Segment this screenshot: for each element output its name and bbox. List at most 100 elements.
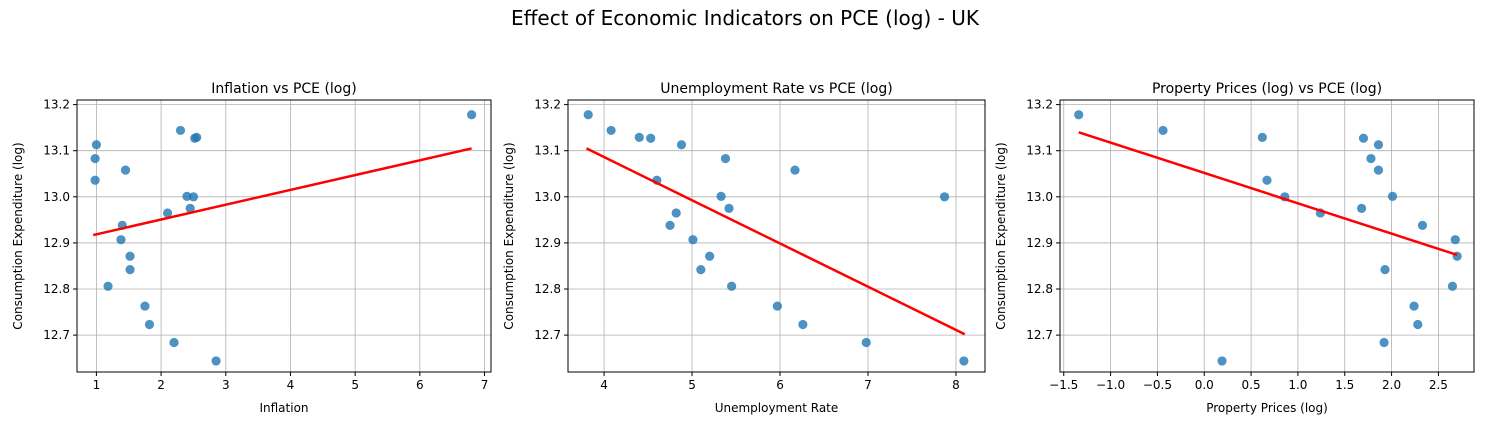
data-point <box>116 235 126 245</box>
y-tick-label: 13.2 <box>1026 98 1053 112</box>
y-tick-label: 12.8 <box>1026 282 1053 296</box>
data-point <box>1366 153 1376 164</box>
chart-title: Property Prices (log) vs PCE (log) <box>1152 81 1382 97</box>
data-point <box>861 337 871 348</box>
x-axis-label: Property Prices (log) <box>1206 401 1328 415</box>
data-point <box>720 153 731 164</box>
x-tick-label: 1.5 <box>1335 378 1354 392</box>
data-point <box>1257 132 1267 142</box>
x-tick-label: 5 <box>351 378 359 392</box>
figure-title: Effect of Economic Indicators on PCE (lo… <box>511 6 979 30</box>
data-point <box>1380 265 1390 275</box>
data-point <box>665 220 675 230</box>
data-point <box>188 192 199 202</box>
y-axis-label: Consumption Expenditure (log) <box>502 142 516 329</box>
data-point <box>90 175 100 185</box>
chart-title: Unemployment Rate vs PCE (log) <box>660 81 892 97</box>
x-tick-label: 6 <box>416 378 424 392</box>
x-tick-label: 4 <box>600 378 608 392</box>
data-point <box>705 251 715 261</box>
data-point <box>90 153 100 164</box>
data-point <box>716 191 726 201</box>
data-point <box>1373 165 1384 175</box>
data-point <box>606 125 616 136</box>
y-tick-label: 13.0 <box>43 190 70 204</box>
data-point <box>1373 140 1384 150</box>
x-tick-label: −0.5 <box>1143 378 1172 392</box>
y-tick-label: 13.1 <box>43 144 70 158</box>
x-tick-label: 8 <box>952 378 960 392</box>
chart-title: Inflation vs PCE (log) <box>211 81 356 97</box>
data-point <box>959 356 969 366</box>
y-tick-label: 13.0 <box>1026 190 1053 204</box>
x-tick-label: 6 <box>776 378 784 392</box>
y-axis-label: Consumption Expenditure (log) <box>11 142 25 329</box>
x-tick-label: 0.0 <box>1195 378 1214 392</box>
data-point <box>1358 133 1369 143</box>
data-point <box>192 132 202 142</box>
y-tick-label: 12.7 <box>534 328 561 342</box>
data-point <box>1379 337 1389 348</box>
data-point <box>169 337 179 348</box>
data-point <box>1413 319 1423 330</box>
x-tick-label: 4 <box>287 378 295 392</box>
data-point <box>91 140 102 150</box>
data-point <box>671 208 681 218</box>
data-point <box>140 301 150 311</box>
data-point <box>185 203 195 213</box>
data-point <box>1357 203 1367 213</box>
y-tick-label: 12.9 <box>534 236 561 250</box>
x-tick-label: 0.5 <box>1242 378 1261 392</box>
data-point <box>1417 220 1428 230</box>
x-tick-label: −1.0 <box>1096 378 1125 392</box>
data-point <box>144 319 155 330</box>
data-point <box>1217 356 1227 366</box>
data-point <box>583 110 593 120</box>
data-point <box>798 319 808 330</box>
y-tick-label: 13.0 <box>534 190 561 204</box>
x-tick-label: 7 <box>864 378 872 392</box>
x-tick-label: 1 <box>93 378 101 392</box>
y-tick-label: 13.1 <box>534 144 561 158</box>
chart-panel-1: 1 2 3 4 5 6 7 12.7 12.8 12.9 13.0 13.1 13.2 Inflation… <box>11 81 492 415</box>
data-point <box>125 251 135 261</box>
x-tick-label: 2 <box>157 378 165 392</box>
data-point <box>772 301 782 311</box>
data-point <box>1387 191 1398 201</box>
x-axis-label: Unemployment Rate <box>715 401 839 415</box>
data-point <box>939 192 950 202</box>
y-tick-label: 13.1 <box>1026 144 1053 158</box>
y-tick-label: 12.8 <box>534 282 561 296</box>
plot-frame <box>1059 99 1475 373</box>
y-tick-label: 12.9 <box>1026 236 1053 250</box>
data-point <box>634 132 644 142</box>
chart-panel-3: −1.5 −1.0 −0.5 0.0 0.5 1.0 1.5 2.0 2.5 12.7 12.8 12… <box>994 81 1475 415</box>
data-point <box>1262 175 1272 185</box>
plot-frame <box>567 99 986 373</box>
data-point <box>790 165 800 175</box>
data-point <box>1450 235 1460 245</box>
x-tick-label: 7 <box>481 378 489 392</box>
x-tick-label: 2.0 <box>1382 378 1401 392</box>
regression-line <box>585 147 966 336</box>
y-tick-label: 12.7 <box>1026 328 1053 342</box>
plot-frame <box>76 99 492 373</box>
x-tick-label: 1.0 <box>1288 378 1307 392</box>
data-point <box>120 165 131 175</box>
x-tick-label: 2.5 <box>1429 378 1448 392</box>
chart-panel-2: 4 5 6 7 8 12.7 12.8 12.9 13.0 13.1 13.2 Unemploymen… <box>502 81 986 415</box>
data-point <box>211 356 221 366</box>
x-tick-label: 3 <box>222 378 230 392</box>
data-point <box>696 265 706 275</box>
data-point <box>125 265 135 275</box>
data-point <box>1074 110 1084 120</box>
y-tick-label: 13.2 <box>43 98 70 112</box>
data-point <box>646 133 656 143</box>
data-point <box>175 125 186 136</box>
data-point <box>1447 281 1458 291</box>
x-tick-label: 5 <box>688 378 696 392</box>
y-tick-label: 12.9 <box>43 236 70 250</box>
data-point <box>727 281 737 291</box>
y-tick-label: 12.7 <box>43 328 70 342</box>
